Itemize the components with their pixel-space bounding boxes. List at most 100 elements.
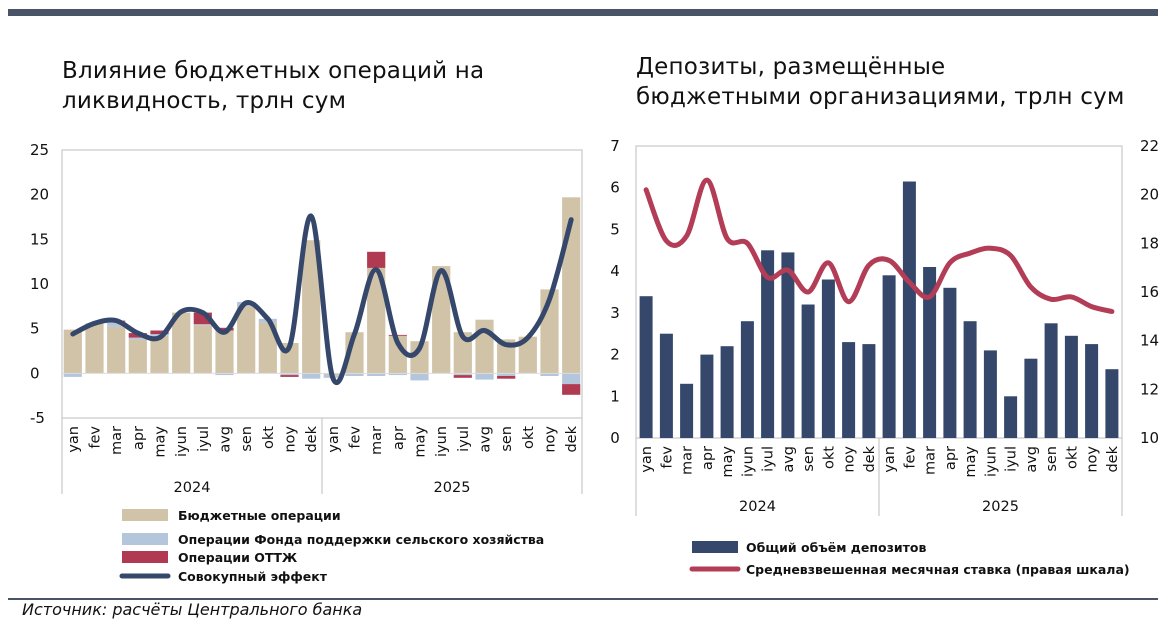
year-label: 2025 [982,499,1019,515]
x-tick-label: avg [218,426,234,453]
budget-bar [172,312,191,374]
deposit-bar [680,383,694,438]
deposit-bar [659,333,673,438]
legend-label: Операции ОТТЖ [178,550,298,565]
x-tick-label: mar [109,426,125,455]
x-tick-label: okt [821,446,837,469]
y-tick-label: 6 [610,179,620,197]
budget-bar [388,335,407,374]
deposit-bar [983,350,997,438]
x-tick-label: noy [283,426,299,453]
x-tick-label: okt [261,426,277,449]
y2-tick-label: 16 [1140,283,1159,301]
x-tick-label: iyul [1004,446,1020,472]
x-tick-label: dek [862,445,878,472]
x-tick-label: sen [239,426,255,452]
y-tick-label: 20 [30,186,49,204]
x-tick-label: yan [639,446,655,473]
budget-bar [150,335,169,374]
title-line: Депозиты, размещённые [636,54,946,80]
fund-bar [193,324,212,326]
x-tick-label: okt [521,426,537,449]
budget-bar [302,240,321,374]
budget-bar [432,266,451,374]
x-tick-label: avg [781,446,797,473]
x-tick-label: sen [1044,446,1060,472]
deposit-bar [1105,369,1119,438]
x-tick-label: may [153,426,169,458]
x-tick-label: iyun [434,426,450,457]
x-tick-label: may [413,426,429,458]
y-tick-label: 10 [30,275,49,293]
year-label: 2025 [434,480,471,496]
x-tick-label: apr [943,446,959,470]
deposit-bar [882,275,896,438]
deposit-bar [740,321,754,438]
ottzh-bar [215,327,234,331]
x-tick-label: mar [680,446,696,475]
fund-bar [302,373,321,379]
budget-bar [518,336,537,374]
budget-bar [85,323,104,374]
budget-bar [237,306,256,374]
ottzh-bar [453,375,472,378]
deposits-legend: Общий объём депозитов Средневзвешенная ме… [689,540,1130,577]
x-tick-label: yan [66,426,82,453]
top-rule [8,9,1158,16]
x-tick-label: avg [1024,446,1040,473]
legend-swatch [122,509,168,521]
x-tick-label: fev [659,446,675,469]
total-effect-line [70,213,574,386]
budget-bar [367,267,386,374]
deposit-bar [700,354,714,438]
y-tick-label: 3 [610,304,620,322]
legend-label: Операции Фонда поддержки сельского хозяй… [178,532,544,547]
budget-bar [128,339,147,374]
x-tick-label: mar [369,426,385,455]
fund-bar [497,373,516,376]
fund-bar [128,337,147,340]
x-tick-label: dek [1105,445,1121,472]
legend-label: Средневзвешенная месячная ставка (правая… [746,562,1130,577]
y-tick-label: 7 [610,137,620,155]
y-tick-label: -5 [30,409,45,427]
x-tick-label: sen [499,426,515,452]
deposit-bar [639,296,653,438]
deposit-bar [761,250,775,438]
y-tick-label: 5 [610,220,620,238]
x-tick-label: apr [700,446,716,470]
x-tick-label: yan [882,446,898,473]
x-tick-label: iyun [174,426,190,457]
deposit-bar [963,321,977,438]
deposit-bar [1064,335,1078,438]
budget-bar [410,341,429,374]
x-tick-label: mar [923,446,939,475]
x-tick-label: fev [88,426,104,449]
y2-tick-label: 12 [1140,380,1159,398]
legend-swatch [692,541,738,553]
x-tick-label: iyul [456,426,472,452]
x-tick-label: noy [1085,446,1101,473]
legend-label: Бюджетные операции [178,508,341,523]
x-tick-label: iyun [983,446,999,477]
fund-bar [280,373,299,376]
ottzh-bar [562,384,581,395]
x-tick-label: iyul [761,446,777,472]
y2-tick-label: 22 [1140,137,1159,155]
source-note: Источник: расчёты Центрального банка [22,600,363,619]
fund-bar [63,373,82,377]
legend-swatch [122,533,168,545]
y-tick-label: 5 [30,320,40,338]
x-tick-label: yan [326,426,342,453]
budget-bar [63,329,82,374]
y-tick-label: 25 [30,141,49,159]
legend-label: Совокупный эффект [178,569,328,584]
y-tick-label: 2 [610,346,620,364]
x-tick-label: may [963,446,979,478]
chart-title-liquidity: Влияние бюджетных операций на ликвидност… [62,56,484,116]
x-tick-label: dek [304,425,320,452]
y-tick-label: 1 [610,387,620,405]
x-tick-label: apr [131,426,147,450]
y-tick-label: 15 [30,230,49,248]
